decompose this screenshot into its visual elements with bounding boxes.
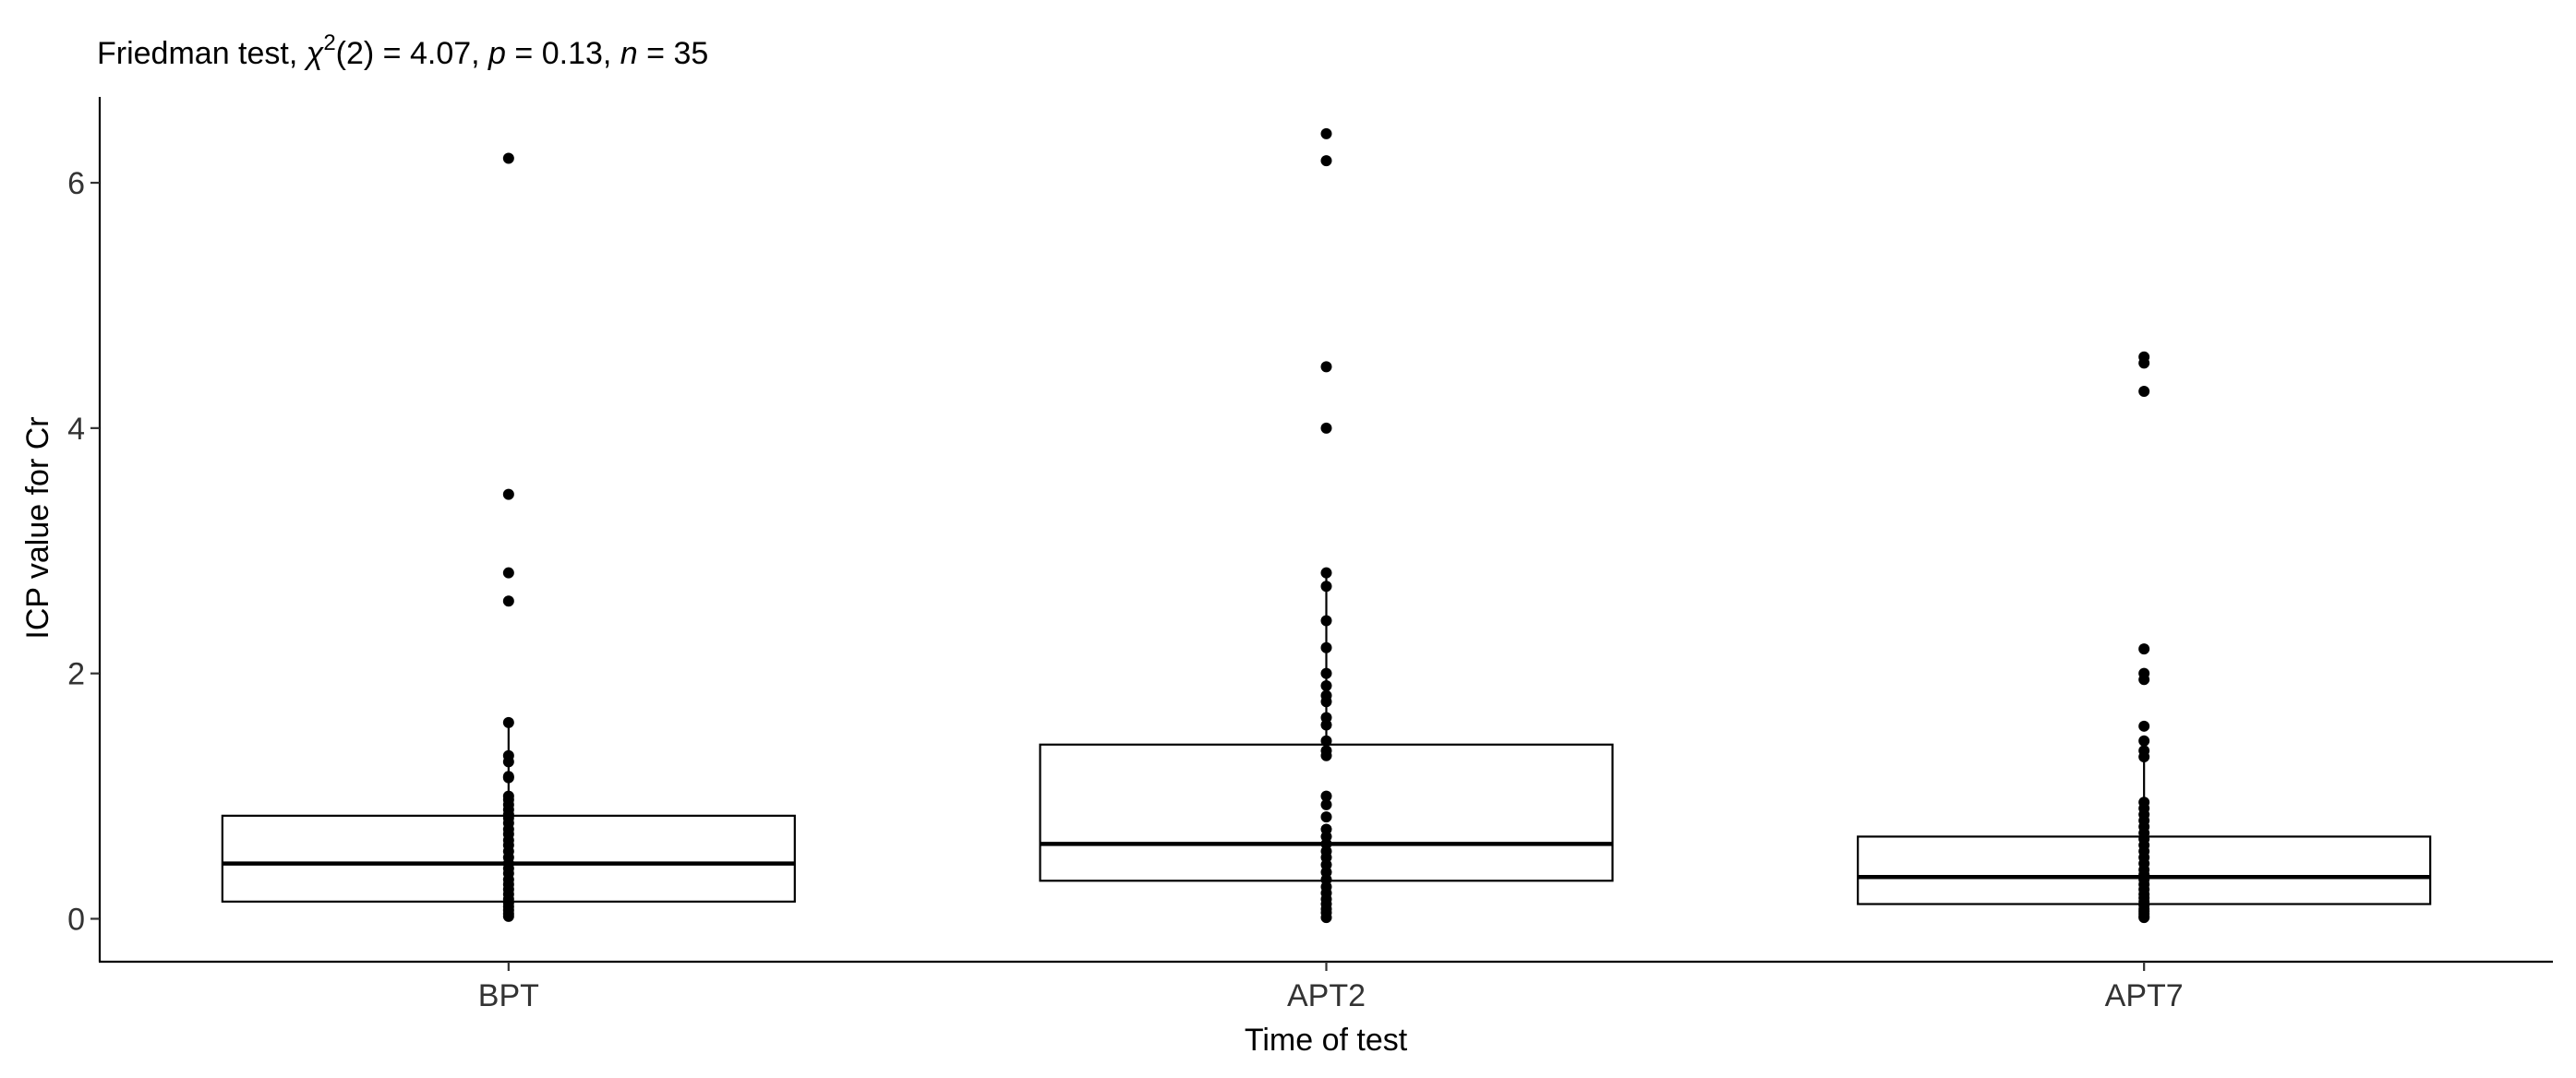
y-tick-label: 4: [67, 412, 85, 447]
data-point-apt7: [2138, 751, 2150, 763]
data-point-apt2: [1320, 361, 1332, 373]
data-point-apt7: [2138, 735, 2150, 747]
data-point-apt2: [1320, 422, 1332, 434]
x-tick-label: BPT: [478, 978, 539, 1013]
x-axis-title: Time of test: [1245, 1023, 1408, 1058]
chart-title: Friedman test, χ2(2) = 4.07, p = 0.13, n…: [97, 30, 708, 71]
data-point-apt2: [1320, 798, 1332, 810]
data-point-apt7: [2138, 385, 2150, 397]
data-point-apt2: [1320, 127, 1332, 139]
x-tick-label: APT2: [1287, 978, 1366, 1013]
x-tick-label: APT7: [2105, 978, 2184, 1013]
data-point-apt2: [1320, 749, 1332, 761]
data-point-apt2: [1320, 567, 1332, 579]
data-point-apt7: [2138, 912, 2150, 924]
data-point-apt2: [1320, 581, 1332, 593]
data-point-bpt: [502, 488, 514, 500]
data-point-apt2: [1320, 667, 1332, 679]
y-tick-label: 2: [67, 657, 85, 692]
data-point-bpt: [502, 772, 514, 784]
data-point-apt2: [1320, 641, 1332, 653]
data-point-bpt: [502, 756, 514, 768]
data-point-apt2: [1320, 615, 1332, 627]
data-point-bpt: [502, 595, 514, 607]
data-point-apt2: [1320, 912, 1332, 924]
data-point-apt2: [1320, 679, 1332, 691]
y-tick-label: 0: [67, 902, 85, 937]
data-point-apt7: [2138, 357, 2150, 369]
data-point-apt2: [1320, 719, 1332, 731]
data-point-bpt: [502, 152, 514, 164]
y-tick-label: 6: [67, 166, 85, 201]
data-point-apt7: [2138, 720, 2150, 732]
data-point-apt7: [2138, 674, 2150, 686]
data-point-apt2: [1320, 696, 1332, 708]
plot-area: [221, 127, 2432, 924]
data-point-apt2: [1320, 790, 1332, 802]
data-point-apt7: [2138, 643, 2150, 655]
data-point-apt2: [1320, 811, 1332, 823]
data-point-bpt: [502, 910, 514, 922]
data-point-apt2: [1320, 155, 1332, 167]
data-point-bpt: [502, 567, 514, 579]
data-point-apt2: [1320, 735, 1332, 747]
y-axis-title: ICP value for Cr: [20, 416, 55, 639]
y-axis: 0 2 4 6: [67, 166, 100, 937]
data-point-bpt: [502, 716, 514, 728]
x-axis: BPT APT2 APT7: [478, 962, 2184, 1013]
